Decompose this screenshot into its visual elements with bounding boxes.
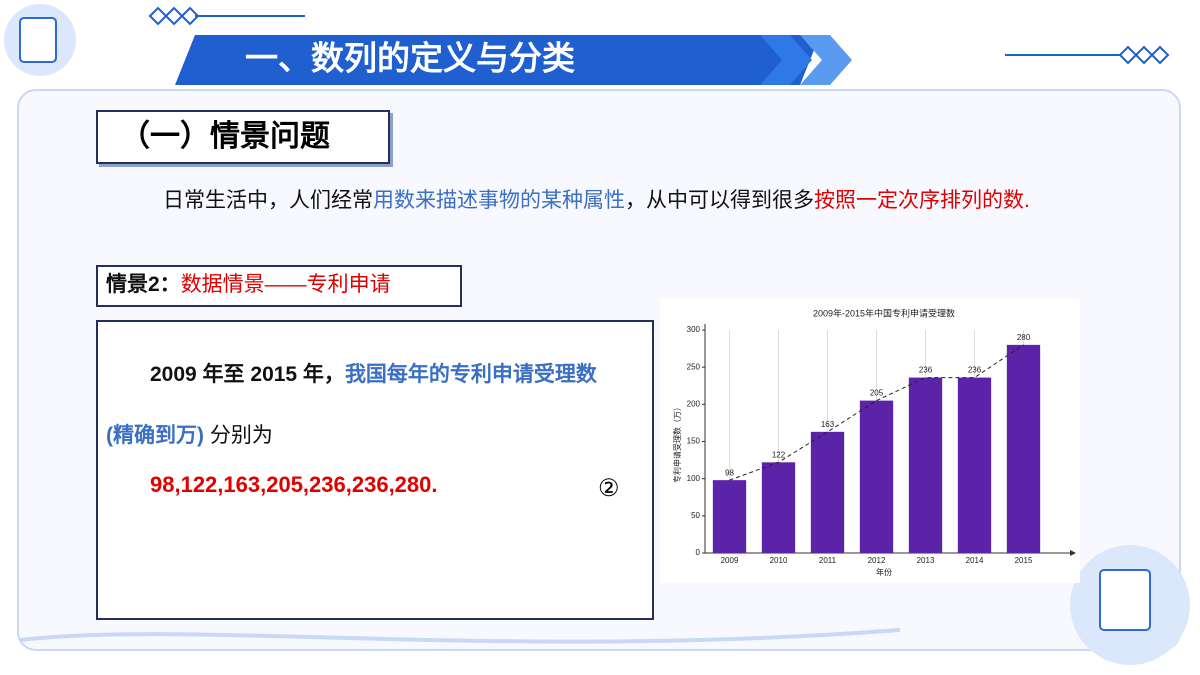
x-axis-arrow [1070, 550, 1076, 556]
x-tick-label: 2011 [819, 556, 837, 565]
text-segment: 情景2： [106, 273, 181, 296]
value-label: 236 [919, 366, 933, 375]
text-segment: 用数来描述事物的某种属性 [373, 189, 625, 212]
y-tick-label: 150 [687, 437, 701, 446]
header-title: 一、数列的定义与分类 [245, 40, 575, 77]
text-segment: 我国每年的专利申请受理数 (精确到万) [106, 363, 597, 447]
chart: 2009年-2015年中国专利申请受理数 年份 专利申请受理数（万） 0 50 10… [660, 298, 1080, 583]
text-segment: 日常生活中，人们经常 [163, 189, 373, 212]
icon [19, 17, 57, 63]
value-label: 236 [968, 366, 982, 375]
text-segment: 数据情景——专利申请 [180, 273, 391, 296]
bar [761, 462, 796, 553]
scenario-box [96, 265, 462, 307]
box-text: 2009 年至 2015 年，我国每年的专利申请受理数 (精确到万) 分别为 [106, 344, 626, 466]
y-tick-label: 200 [687, 399, 701, 408]
wave [19, 628, 901, 644]
bar [908, 377, 943, 553]
x-tick-label: 2012 [868, 556, 886, 565]
value-label: 122 [772, 450, 786, 459]
text-segment: 按照一定次序排列的数. [814, 189, 1030, 212]
content-box [96, 320, 654, 620]
icon [1099, 569, 1151, 631]
value-label: 98 [725, 468, 734, 477]
diamonds [148, 6, 1170, 65]
chevron [760, 35, 812, 85]
value-label: 163 [821, 420, 835, 429]
text-segment: 2009 年至 2015 年， [150, 363, 345, 386]
sequence-tag: ② [598, 475, 620, 502]
x-tick-label: 2010 [770, 556, 788, 565]
intro-text: 日常生活中，人们经常用数来描述事物的某种属性，从中可以得到很多按照一定次序排列的… [105, 184, 1065, 218]
value-label: 205 [870, 389, 884, 398]
bar [1006, 344, 1041, 553]
bar [712, 480, 747, 553]
y-tick-label: 50 [691, 511, 700, 520]
bar [810, 431, 845, 553]
section-title: （一）情景问题 [96, 110, 390, 164]
bar [859, 400, 894, 553]
value-label: 280 [1017, 333, 1031, 342]
text-segment: 分别为 [204, 424, 273, 447]
trend-line [729, 344, 1024, 481]
x-tick-label: 2015 [1015, 556, 1033, 565]
text-segment: ，从中可以得到很多 [625, 189, 814, 212]
x-tick-label: 2013 [917, 556, 935, 565]
scenario-text: 情景2：数据情景——专利申请 [106, 272, 436, 298]
y-tick-label: 300 [687, 325, 701, 334]
chevron [800, 35, 852, 85]
bar [957, 377, 992, 553]
header-bar [175, 35, 820, 85]
sequence: 98,122,163,205,236,236,280. [150, 472, 438, 497]
y-axis-label: 专利申请受理数（万） [672, 403, 682, 483]
y-tick-label: 0 [696, 548, 701, 557]
x-axis-label: 年份 [876, 567, 892, 577]
y-tick-label: 250 [687, 362, 701, 371]
y-tick-label: 100 [687, 474, 701, 483]
x-tick-label: 2014 [966, 556, 984, 565]
chart-title: 2009年-2015年中国专利申请受理数 [813, 307, 955, 318]
x-tick-label: 2009 [721, 556, 739, 565]
